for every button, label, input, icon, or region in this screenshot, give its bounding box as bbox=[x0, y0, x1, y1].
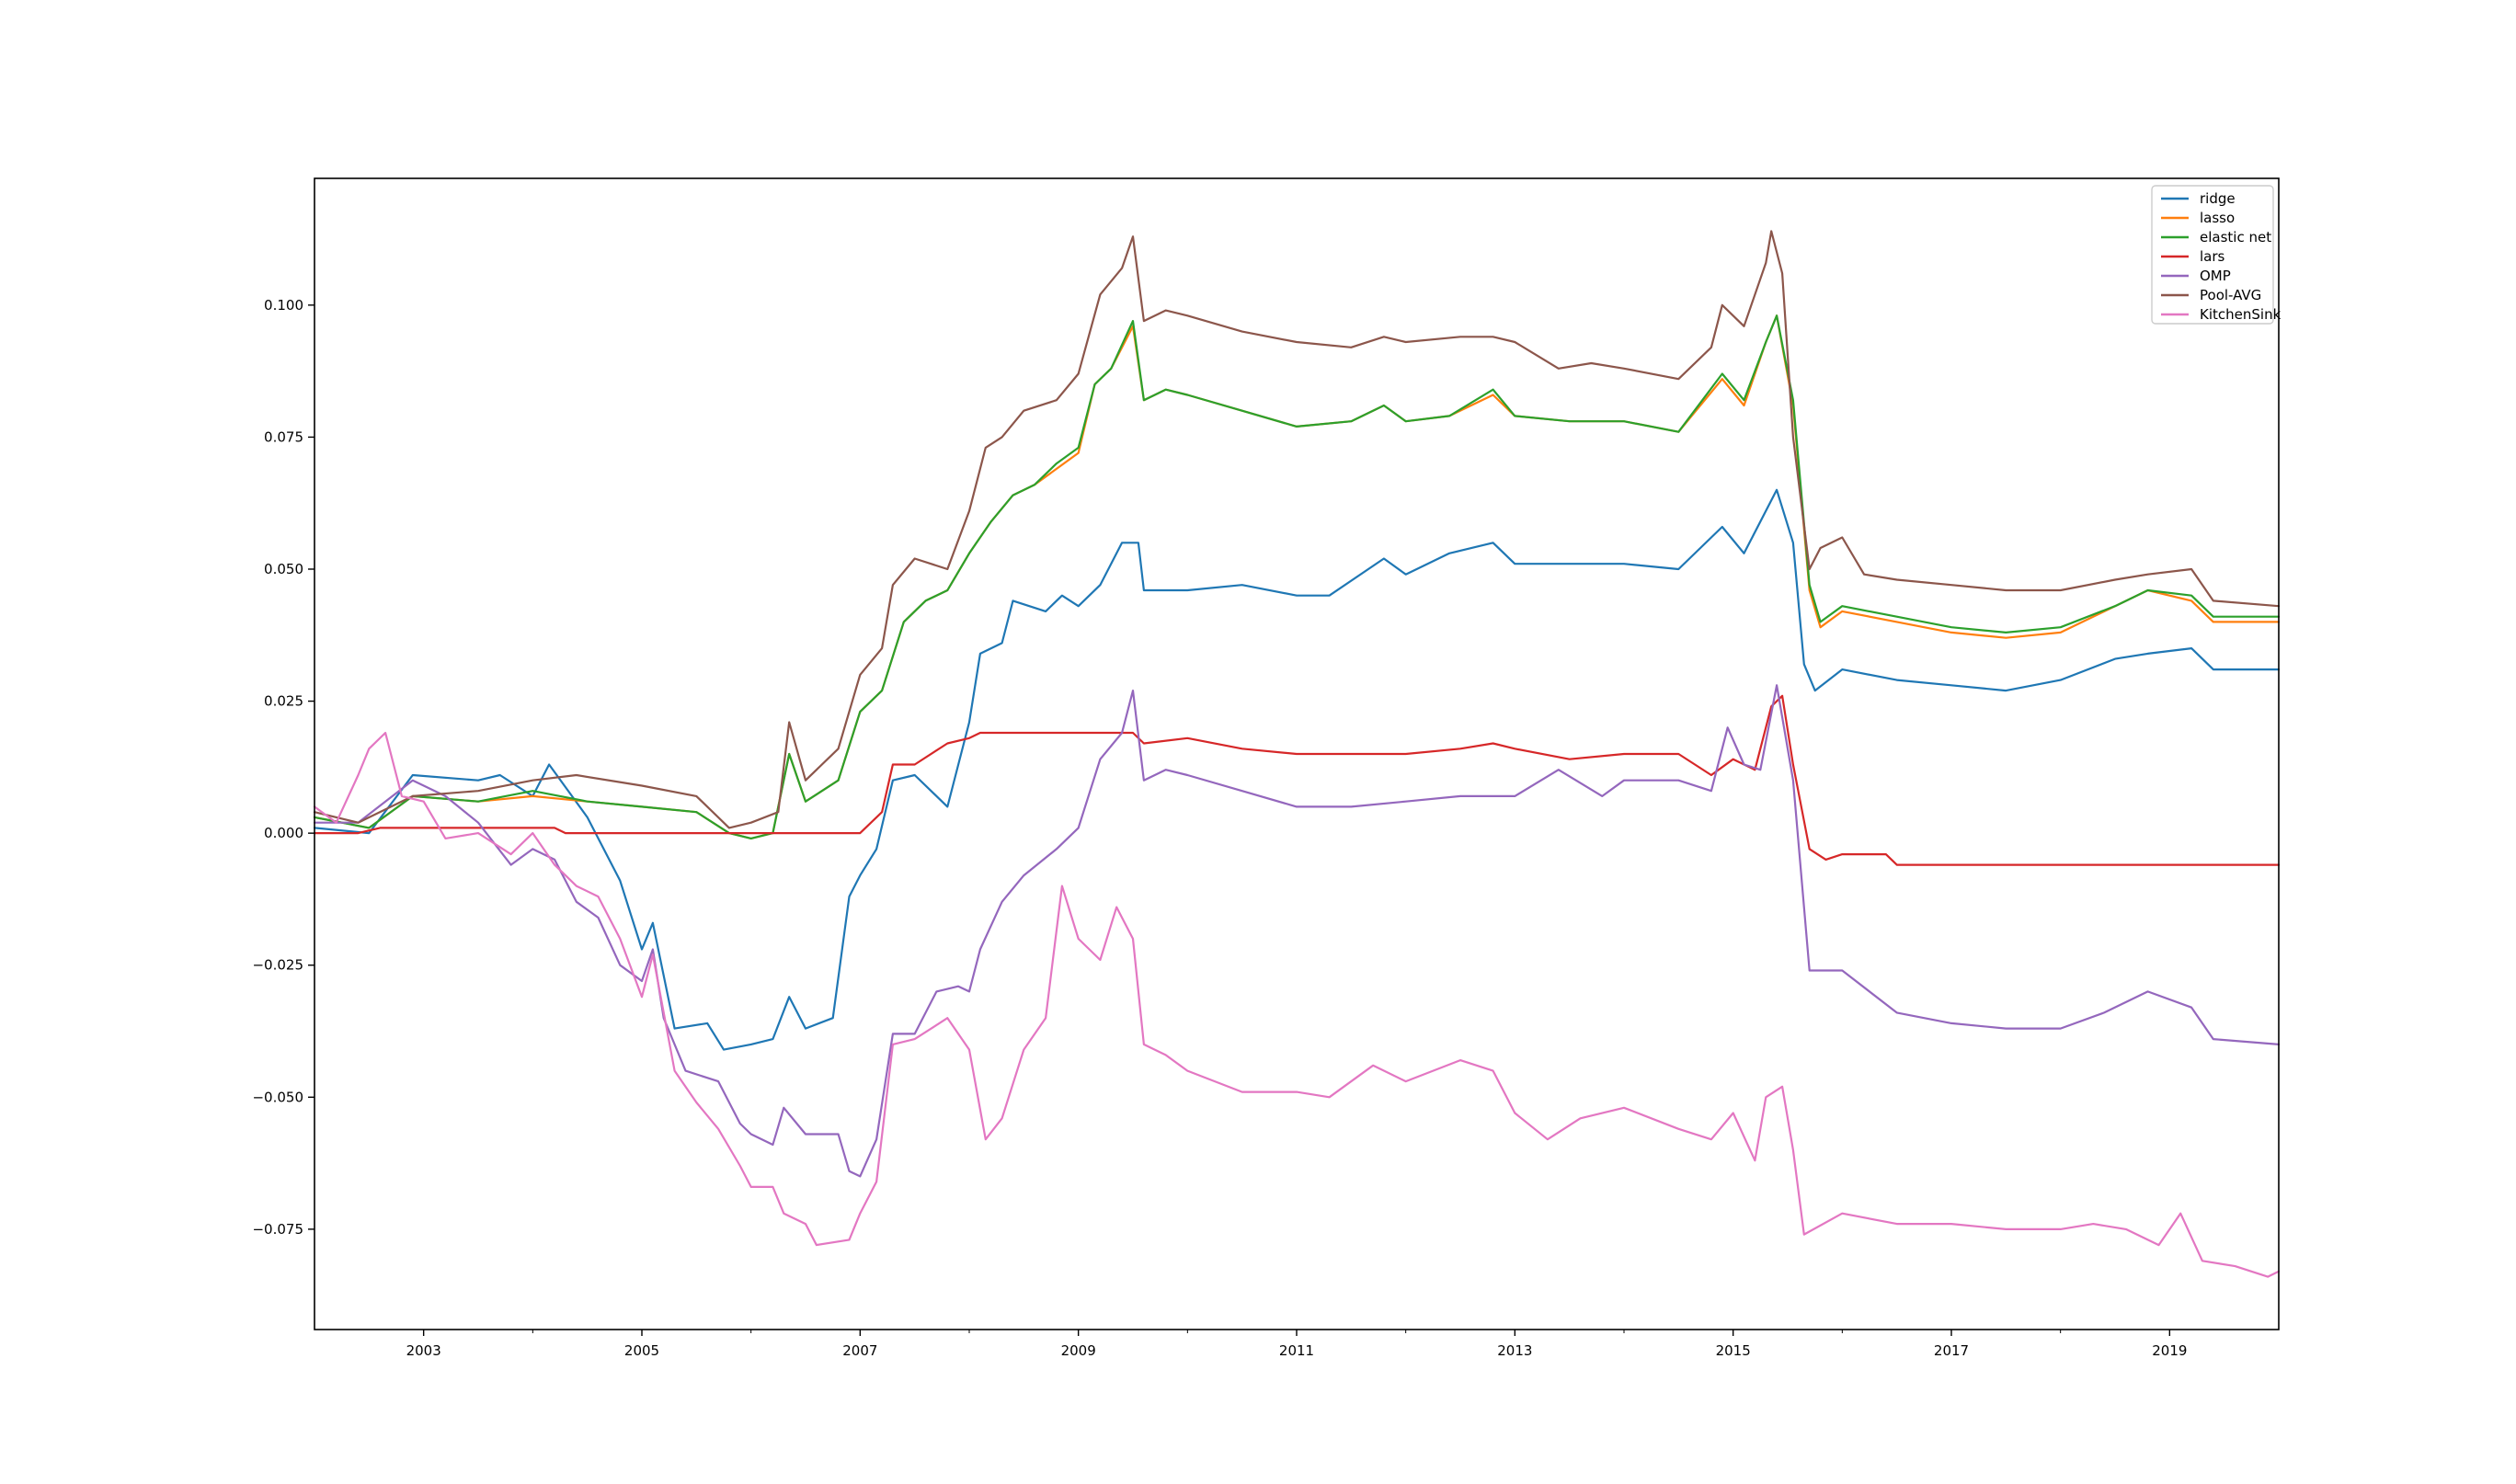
legend-label: lasso bbox=[2200, 210, 2235, 226]
x-tick-label: 2007 bbox=[842, 1342, 877, 1359]
x-tick-label: 2005 bbox=[624, 1342, 659, 1359]
x-tick-label: 2017 bbox=[1934, 1342, 1969, 1359]
y-tick-label: −0.025 bbox=[252, 957, 303, 974]
series-line-pool-avg bbox=[313, 230, 2281, 829]
series-line-omp bbox=[313, 684, 2281, 1178]
y-tick-label: 0.100 bbox=[264, 297, 303, 314]
x-tick-label: 2015 bbox=[1716, 1342, 1751, 1359]
y-tick-label: 0.000 bbox=[264, 825, 303, 841]
legend-label: lars bbox=[2200, 248, 2225, 265]
series-line-kitchensink bbox=[313, 731, 2281, 1278]
series-line-ridge bbox=[313, 488, 2281, 1051]
legend-label: elastic net bbox=[2200, 229, 2271, 245]
y-tick-label: −0.050 bbox=[252, 1089, 303, 1105]
series-layer bbox=[313, 230, 2281, 1278]
legend-label: Pool-AVG bbox=[2200, 287, 2261, 303]
legend-label: KitchenSink bbox=[2200, 306, 2282, 323]
x-tick-label: 2003 bbox=[406, 1342, 441, 1359]
x-tick-label: 2009 bbox=[1061, 1342, 1096, 1359]
x-axis: 2003 2005 2007 2009 2011 2013 2015 2017 2019 bbox=[406, 1330, 2187, 1359]
legend-label: OMP bbox=[2200, 268, 2231, 284]
y-axis: −0.075 −0.050 −0.025 0.000 0.025 0.050 0.075 0.… bbox=[252, 297, 314, 1238]
legend-label: ridge bbox=[2200, 190, 2236, 207]
legend-frame bbox=[2151, 185, 2274, 325]
y-tick-label: 0.050 bbox=[264, 561, 303, 577]
series-line-lars bbox=[313, 694, 2281, 866]
x-tick-label: 2011 bbox=[1279, 1342, 1314, 1359]
x-tick-label: 2013 bbox=[1497, 1342, 1532, 1359]
y-tick-label: −0.075 bbox=[252, 1221, 303, 1238]
series-line-elastic-net bbox=[313, 314, 2281, 839]
legend: ridge lasso elastic net lars OMP Pool-AVG Kitc… bbox=[2151, 185, 2282, 325]
y-tick-label: 0.025 bbox=[264, 693, 303, 710]
y-tick-label: 0.075 bbox=[264, 428, 303, 445]
x-tick-label: 2019 bbox=[2152, 1342, 2187, 1359]
